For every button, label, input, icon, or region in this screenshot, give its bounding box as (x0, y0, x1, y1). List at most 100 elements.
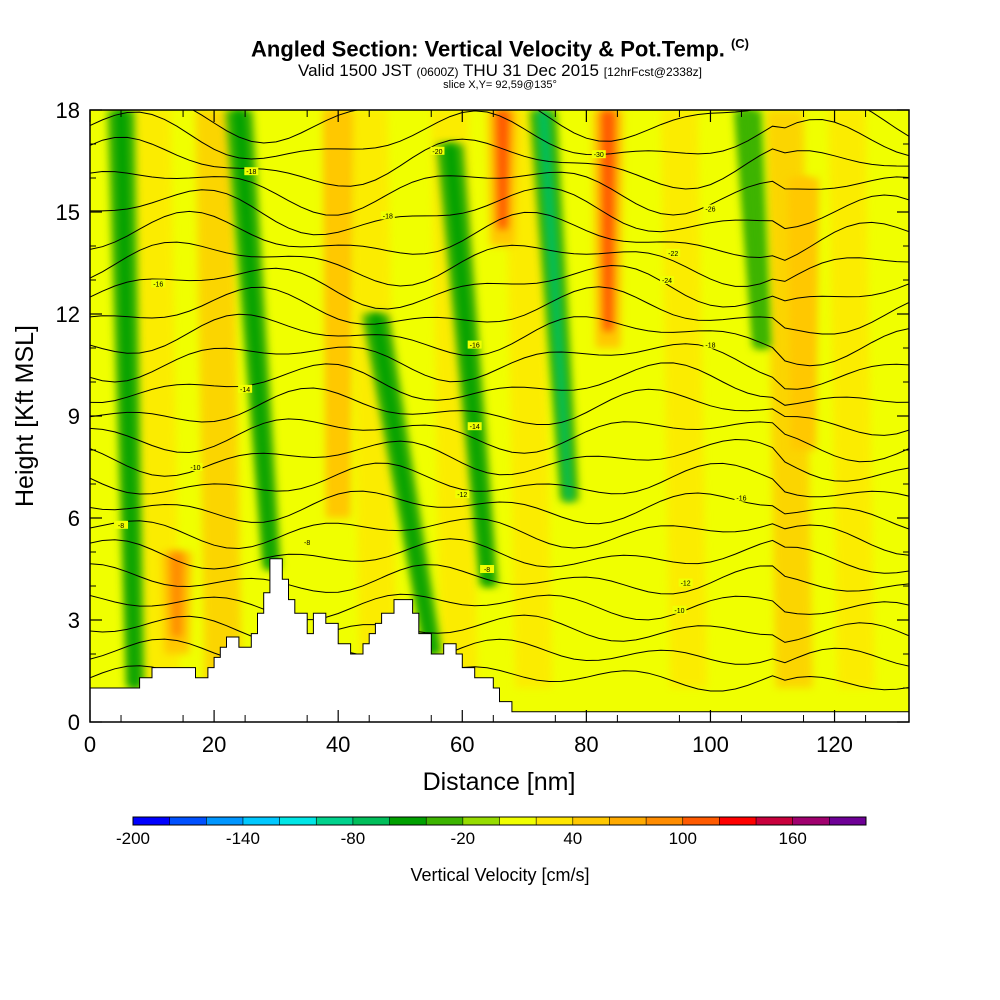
isentrope-line (90, 264, 909, 310)
y-tick-label: 15 (56, 200, 80, 225)
svg-text:-8: -8 (118, 523, 124, 530)
x-tick-label: 40 (326, 732, 350, 757)
forecast-tag: [12hrFcst@2338z] (603, 65, 702, 79)
isentrope-label: -18 (703, 340, 718, 350)
terrain (90, 558, 909, 722)
colorbar-swatch (279, 817, 317, 825)
chart-subtitle: Valid 1500 JST (0600Z) THU 31 Dec 2015 [… (0, 61, 1000, 81)
svg-text:-16: -16 (153, 281, 163, 288)
downdraft-core (741, 110, 766, 348)
colorbar-swatch (426, 817, 464, 825)
isentrope-line (90, 614, 909, 643)
colorbar-swatch (462, 817, 500, 825)
isentrope-line (90, 517, 909, 556)
weak-updraft-band (505, 110, 553, 688)
updraft-core (495, 110, 511, 229)
downdraft-core (536, 110, 573, 501)
isentrope-line (90, 187, 909, 236)
slice-label: slice X,Y= 92,59@135° (443, 79, 557, 91)
isentrope-line (90, 210, 909, 261)
colorbar-swatch (609, 817, 647, 825)
isentrope-label: -10 (672, 605, 687, 615)
colorbar-swatch (719, 817, 757, 825)
y-tick-label: 6 (68, 506, 80, 531)
y-axis-title: Height [Kft MSL] (11, 325, 39, 507)
isentrope-label: -16 (151, 279, 166, 288)
colorbar-swatch (536, 817, 574, 825)
svg-text:-8: -8 (484, 567, 490, 574)
isentrope-line (90, 170, 909, 216)
isentrope-line (90, 490, 909, 530)
isentrope-line (90, 110, 909, 160)
colorbar-swatch (133, 817, 171, 825)
isentrope-line (90, 563, 909, 595)
svg-text:-30: -30 (594, 152, 604, 159)
colorbar-label: -200 (116, 829, 150, 848)
x-axis-title: Distance [nm] (423, 768, 576, 796)
colorbar-label: -140 (226, 829, 260, 848)
svg-text:-18: -18 (246, 169, 256, 176)
weak-updraft-band (350, 110, 398, 688)
isentrope-line (90, 136, 909, 190)
isentrope-label: -12 (678, 578, 693, 588)
isentrope-line (90, 313, 909, 367)
isentrope-label: -8 (300, 537, 315, 547)
isentrope-line (90, 593, 909, 621)
colorbar-label: 40 (563, 829, 582, 848)
updraft-core (169, 552, 185, 637)
title-tag: (C) (730, 36, 749, 51)
x-tick-label: 60 (450, 732, 474, 757)
isentrope-label: -20 (430, 146, 445, 156)
svg-text:-26: -26 (705, 207, 715, 214)
svg-text:-10: -10 (674, 608, 684, 615)
colorbar-swatch (316, 817, 354, 825)
isentrope-line (90, 286, 909, 335)
weak-updraft-band (828, 110, 875, 688)
colorbar-swatch (389, 817, 427, 825)
y-tick-label: 18 (56, 98, 80, 123)
colorbar-swatch (756, 817, 794, 825)
svg-text:-12: -12 (457, 492, 467, 499)
x-tick-label: 20 (202, 732, 226, 757)
colorbar-swatch (682, 817, 720, 825)
colorbar-swatch (169, 817, 207, 825)
x-tick-label: 120 (816, 732, 853, 757)
svg-text:-20: -20 (432, 149, 442, 156)
isentrope-label: -10 (188, 463, 203, 472)
colorbar-label: -80 (341, 829, 366, 848)
y-tick-label: 12 (56, 302, 80, 327)
isentrope-line (90, 418, 909, 463)
svg-text:-16: -16 (736, 496, 746, 503)
isentrope-line (90, 462, 909, 498)
isentrope-label: -24 (660, 276, 675, 285)
isentrope-label: -8 (114, 520, 129, 530)
isentrope-line (90, 362, 909, 406)
valid-time: Valid 1500 JST (298, 61, 412, 80)
x-tick-label: 80 (574, 732, 598, 757)
svg-text:-12: -12 (681, 581, 691, 588)
colorbar-swatch (499, 817, 537, 825)
colorbar-swatch (206, 817, 244, 825)
isentrope-label: -8 (480, 565, 495, 574)
svg-text:-10: -10 (190, 465, 200, 472)
isentrope-label: -12 (455, 490, 470, 499)
svg-text:-22: -22 (668, 251, 678, 258)
isentrope-line (191, 110, 909, 144)
colorbar-swatch (792, 817, 830, 825)
colorbar: -200 -140 -80 -20 40 100 160 (116, 816, 867, 848)
title-text: Angled Section: Vertical Velocity & Pot.… (251, 36, 725, 62)
updraft-core (796, 178, 811, 433)
isentrope-label: -18 (244, 167, 259, 176)
colorbar-swatch (572, 817, 610, 825)
colorbar-swatch (646, 817, 684, 825)
isentrope-label: -14 (238, 384, 253, 394)
isentrope-label: -18 (380, 211, 395, 220)
chart-title: Angled Section: Vertical Velocity & Pot.… (0, 36, 1000, 62)
isentrope-contours: -8 -10 -8 -12 -14 -16 -18 -20 -18 -16 -14 -10 -12 -18… (90, 110, 909, 695)
weak-updraft-band (133, 110, 180, 688)
isentrope-label: -22 (666, 248, 681, 258)
valid-utc: (0600Z) (416, 65, 459, 79)
x-tick-label: 100 (692, 732, 729, 757)
terrain-profile (90, 558, 909, 722)
